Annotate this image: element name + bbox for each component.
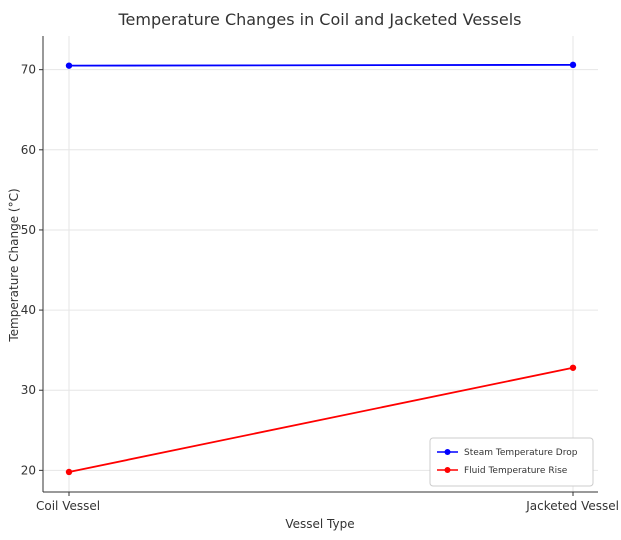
series-line-1 [68, 366, 574, 473]
y-ticks: 20 30 40 50 60 70 [21, 63, 43, 477]
y-tick-label: 20 [21, 463, 36, 477]
y-tick-label: 70 [21, 63, 36, 77]
x-axis-label: Vessel Type [285, 517, 354, 531]
legend: Steam Temperature Drop Fluid Temperature… [429, 437, 594, 487]
y-tick-label: 30 [21, 383, 36, 397]
x-tick-label: Jacketed Vessel [525, 499, 619, 513]
y-tick-label: 40 [21, 303, 36, 317]
y-tick-label: 60 [21, 143, 36, 157]
legend-marker-fluid [444, 467, 451, 473]
legend-label-steam: Steam Temperature Drop [464, 448, 578, 458]
series-line-0 [68, 63, 574, 67]
y-axis-label: Temperature Change (°C) [7, 188, 21, 342]
data-point-0-1 [569, 61, 577, 69]
data-point-0-0 [65, 62, 73, 69]
data-point-1-0 [65, 468, 73, 476]
chart-title: Temperature Changes in Coil and Jacketed… [118, 10, 522, 29]
y-tick-label: 50 [21, 223, 36, 237]
data-point-1-1 [569, 364, 577, 371]
x-ticks: Coil Vessel Jacketed Vessel [36, 492, 619, 513]
x-tick-label: Coil Vessel [36, 499, 100, 513]
legend-label-fluid: Fluid Temperature Rise [464, 466, 568, 476]
grid-lines [43, 36, 598, 492]
legend-marker-steam [444, 449, 451, 455]
legend-box [429, 437, 594, 487]
series-group [65, 61, 577, 476]
